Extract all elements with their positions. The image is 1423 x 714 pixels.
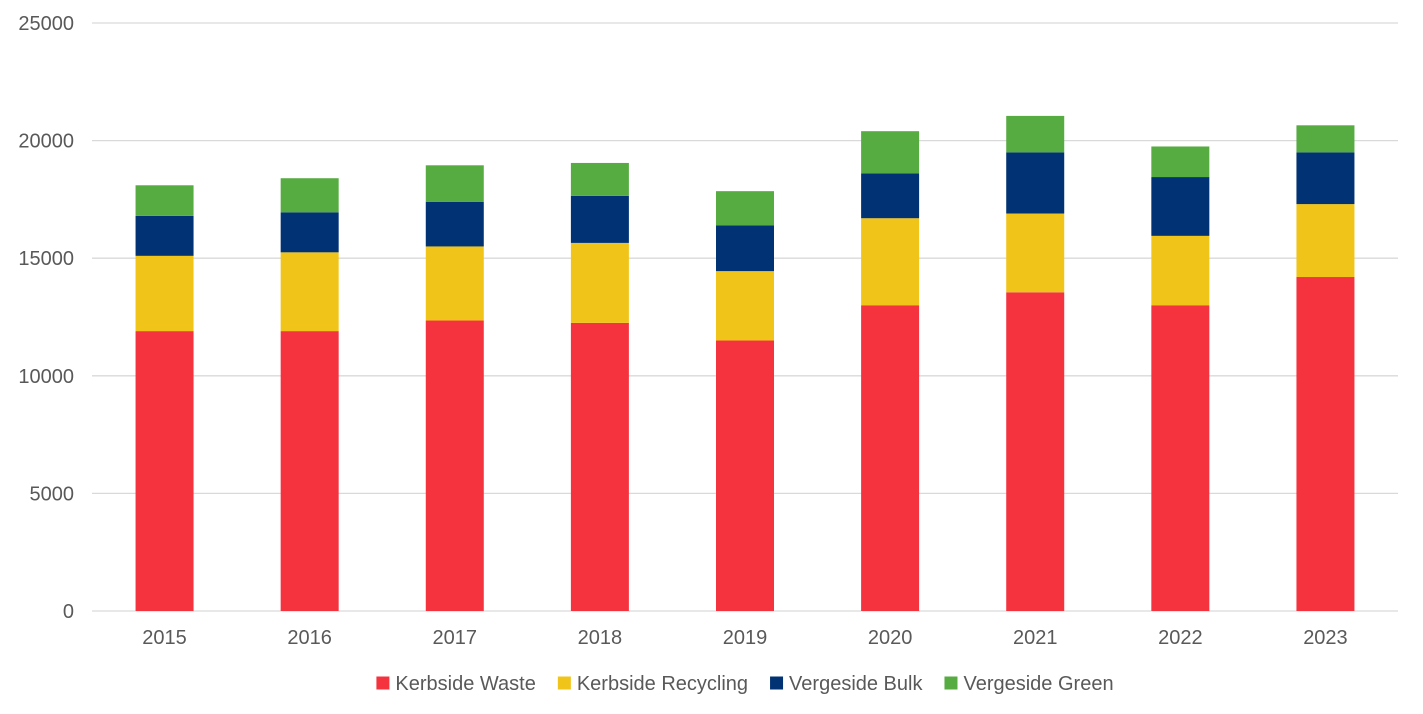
bar-kerbside-waste-2020	[861, 305, 920, 611]
x-tick-label: 2018	[578, 627, 623, 649]
bar-vergeside-green-2022	[1151, 146, 1210, 178]
bar-kerbside-waste-2019	[716, 340, 774, 611]
legend-item-kerbside-recycling: Kerbside Recycling	[557, 673, 748, 695]
x-tick-label: 2019	[723, 627, 768, 649]
legend-swatch-vergeside-bulk	[770, 676, 784, 690]
bar-kerbside-waste-2023	[1296, 277, 1355, 611]
bar-kerbside-waste-2017	[425, 320, 484, 611]
y-tick-label: 20000	[18, 131, 74, 153]
bar-vergeside-bulk-2019	[716, 225, 774, 272]
legend-item-kerbside-waste: Kerbside Waste	[376, 673, 536, 695]
x-tick-label: 2017	[433, 627, 478, 649]
bar-vergeside-bulk-2020	[861, 173, 920, 219]
y-axis-tick-labels: 0 5000 10000 15000 20000 25000	[18, 13, 74, 623]
bar-vergeside-green-2023	[1296, 125, 1355, 153]
bar-kerbside-recycling-2023	[1296, 204, 1355, 278]
bar-vergeside-green-2021	[1006, 115, 1065, 153]
legend-label-vergeside-bulk: Vergeside Bulk	[789, 673, 923, 695]
x-tick-label: 2023	[1303, 627, 1348, 649]
bar-vergeside-bulk-2018	[570, 195, 629, 243]
bar-stack-2020	[861, 131, 920, 611]
bar-kerbside-recycling-2021	[1006, 213, 1065, 293]
legend-label-kerbside-waste: Kerbside Waste	[395, 673, 535, 695]
bar-vergeside-bulk-2023	[1296, 152, 1355, 205]
bar-vergeside-bulk-2021	[1006, 152, 1065, 214]
bar-vergeside-bulk-2017	[425, 201, 484, 247]
bar-stack-2016	[280, 178, 339, 611]
bar-stack-2018	[570, 162, 629, 611]
bar-vergeside-bulk-2016	[280, 212, 339, 253]
bar-kerbside-recycling-2017	[425, 246, 484, 321]
bar-kerbside-recycling-2022	[1151, 235, 1210, 306]
bar-kerbside-recycling-2020	[861, 218, 920, 306]
bar-vergeside-green-2020	[861, 131, 920, 174]
bar-kerbside-waste-2021	[1006, 292, 1065, 611]
bar-stack-2017	[425, 165, 484, 611]
bar-vergeside-green-2015	[135, 185, 194, 216]
y-tick-label: 25000	[18, 13, 74, 35]
y-tick-label: 0	[63, 601, 74, 623]
bar-stack-2015	[135, 185, 194, 611]
legend-swatch-kerbside-waste	[376, 676, 390, 690]
bar-stack-2021	[1006, 115, 1065, 611]
x-tick-label: 2021	[1013, 627, 1058, 649]
x-tick-label: 2015	[142, 627, 187, 649]
x-tick-label: 2020	[868, 627, 913, 649]
legend-swatch-vergeside-green	[944, 676, 958, 690]
bar-vergeside-green-2017	[425, 165, 484, 202]
x-axis-tick-labels: 2015 2016 2017 2018 2019 2020 2021 2022 2023	[142, 627, 1347, 649]
x-tick-label: 2022	[1158, 627, 1203, 649]
bar-stack-2023	[1296, 125, 1355, 611]
bar-kerbside-recycling-2018	[570, 242, 629, 323]
bar-kerbside-recycling-2015	[135, 255, 194, 332]
bar-stack-2022	[1151, 146, 1210, 611]
x-tick-label: 2016	[287, 627, 332, 649]
legend-item-vergeside-bulk: Vergeside Bulk	[770, 673, 923, 695]
legend-label-kerbside-recycling: Kerbside Recycling	[577, 673, 748, 695]
bars	[135, 115, 1355, 611]
y-tick-label: 5000	[30, 483, 75, 505]
bar-kerbside-recycling-2019	[716, 271, 774, 341]
y-tick-label: 15000	[18, 248, 74, 270]
legend-label-vergeside-green: Vergeside Green	[963, 673, 1113, 695]
bar-vergeside-bulk-2015	[135, 215, 194, 256]
bar-kerbside-waste-2022	[1151, 305, 1210, 611]
bar-kerbside-waste-2016	[280, 331, 339, 611]
bar-kerbside-waste-2018	[570, 322, 629, 611]
y-tick-label: 10000	[18, 366, 74, 388]
bar-vergeside-green-2018	[570, 162, 629, 196]
bar-vergeside-green-2016	[280, 178, 339, 213]
bar-vergeside-bulk-2022	[1151, 177, 1210, 236]
legend-swatch-kerbside-recycling	[557, 676, 571, 690]
legend-item-vergeside-green: Vergeside Green	[944, 673, 1114, 695]
bar-kerbside-recycling-2016	[280, 252, 339, 332]
bar-stack-2019	[716, 191, 774, 611]
bar-vergeside-green-2019	[716, 191, 774, 226]
legend: Kerbside Waste Kerbside Recycling Vergesid…	[376, 673, 1114, 695]
bar-kerbside-waste-2015	[135, 331, 194, 611]
